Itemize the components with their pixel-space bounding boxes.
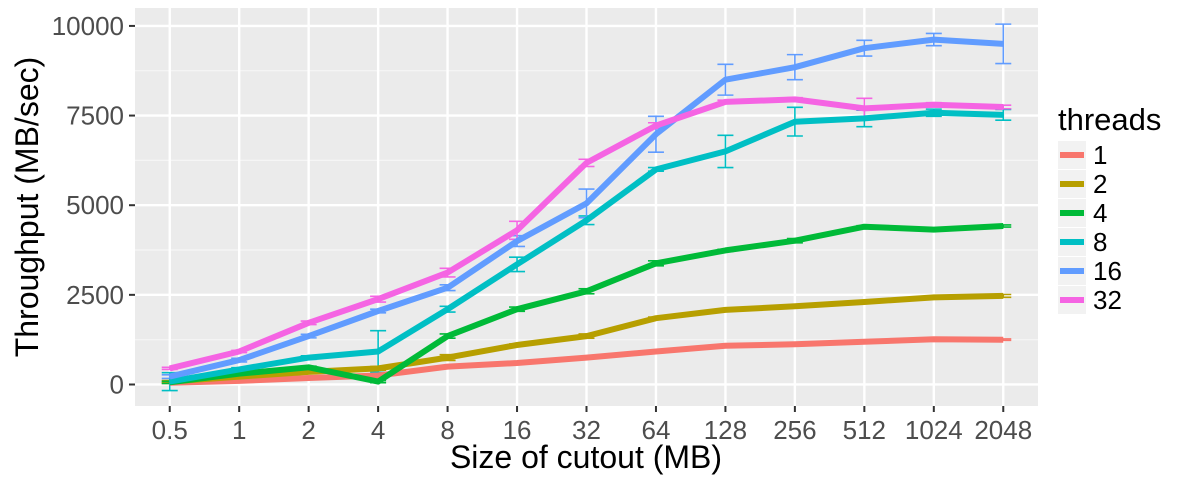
legend-item-4: 4 [1058,198,1107,228]
y-tick-label: 2500 [66,280,124,310]
x-tick-label: 0.5 [152,415,188,445]
x-tick-label: 4 [371,415,385,445]
y-tick-label: 0 [110,369,124,399]
y-axis-title: Throughput (MB/sec) [9,57,45,358]
legend-item-1: 1 [1058,140,1107,170]
legend-label: 2 [1093,169,1107,199]
x-tick-label: 2 [301,415,315,445]
legend-label: 16 [1093,256,1122,286]
y-axis: 0 2500 5000 7500 10000 [52,11,135,399]
series-line-2 [169,292,1004,385]
legend-item-32: 32 [1058,285,1122,315]
x-axis-title: Size of cutout (MB) [450,439,722,475]
x-tick-label: 64 [642,415,671,445]
legend-label: 32 [1093,285,1122,315]
y-tick-label: 10000 [52,11,124,41]
legend-label: 4 [1093,198,1107,228]
x-tick-label: 512 [843,415,886,445]
x-axis: 0.5 1 2 4 8 16 32 64 128 256 512 1024 2048 [152,406,1032,445]
x-tick-label: 1 [232,415,246,445]
series-line-4 [169,223,1004,386]
x-tick-label: 256 [773,415,816,445]
series-line-1 [169,336,1004,386]
x-tick-label: 1024 [905,415,963,445]
x-tick-label: 8 [440,415,454,445]
series-line-8 [169,109,1004,385]
y-tick-label: 5000 [66,190,124,220]
legend-label: 8 [1093,227,1107,257]
x-tick-label: 2048 [974,415,1032,445]
series-line-32 [168,96,1004,372]
x-tick-label: 32 [572,415,601,445]
legend-title: threads [1058,102,1161,137]
legend-item-2: 2 [1058,169,1107,199]
y-tick-label: 7500 [66,101,124,131]
series-lines [168,36,1004,386]
x-tick-label: 16 [503,415,532,445]
x-tick-label: 128 [704,415,747,445]
legend-label: 1 [1093,140,1107,170]
legend-item-16: 16 [1058,256,1122,286]
series-line-16 [169,36,1004,380]
legend-item-8: 8 [1058,227,1107,257]
